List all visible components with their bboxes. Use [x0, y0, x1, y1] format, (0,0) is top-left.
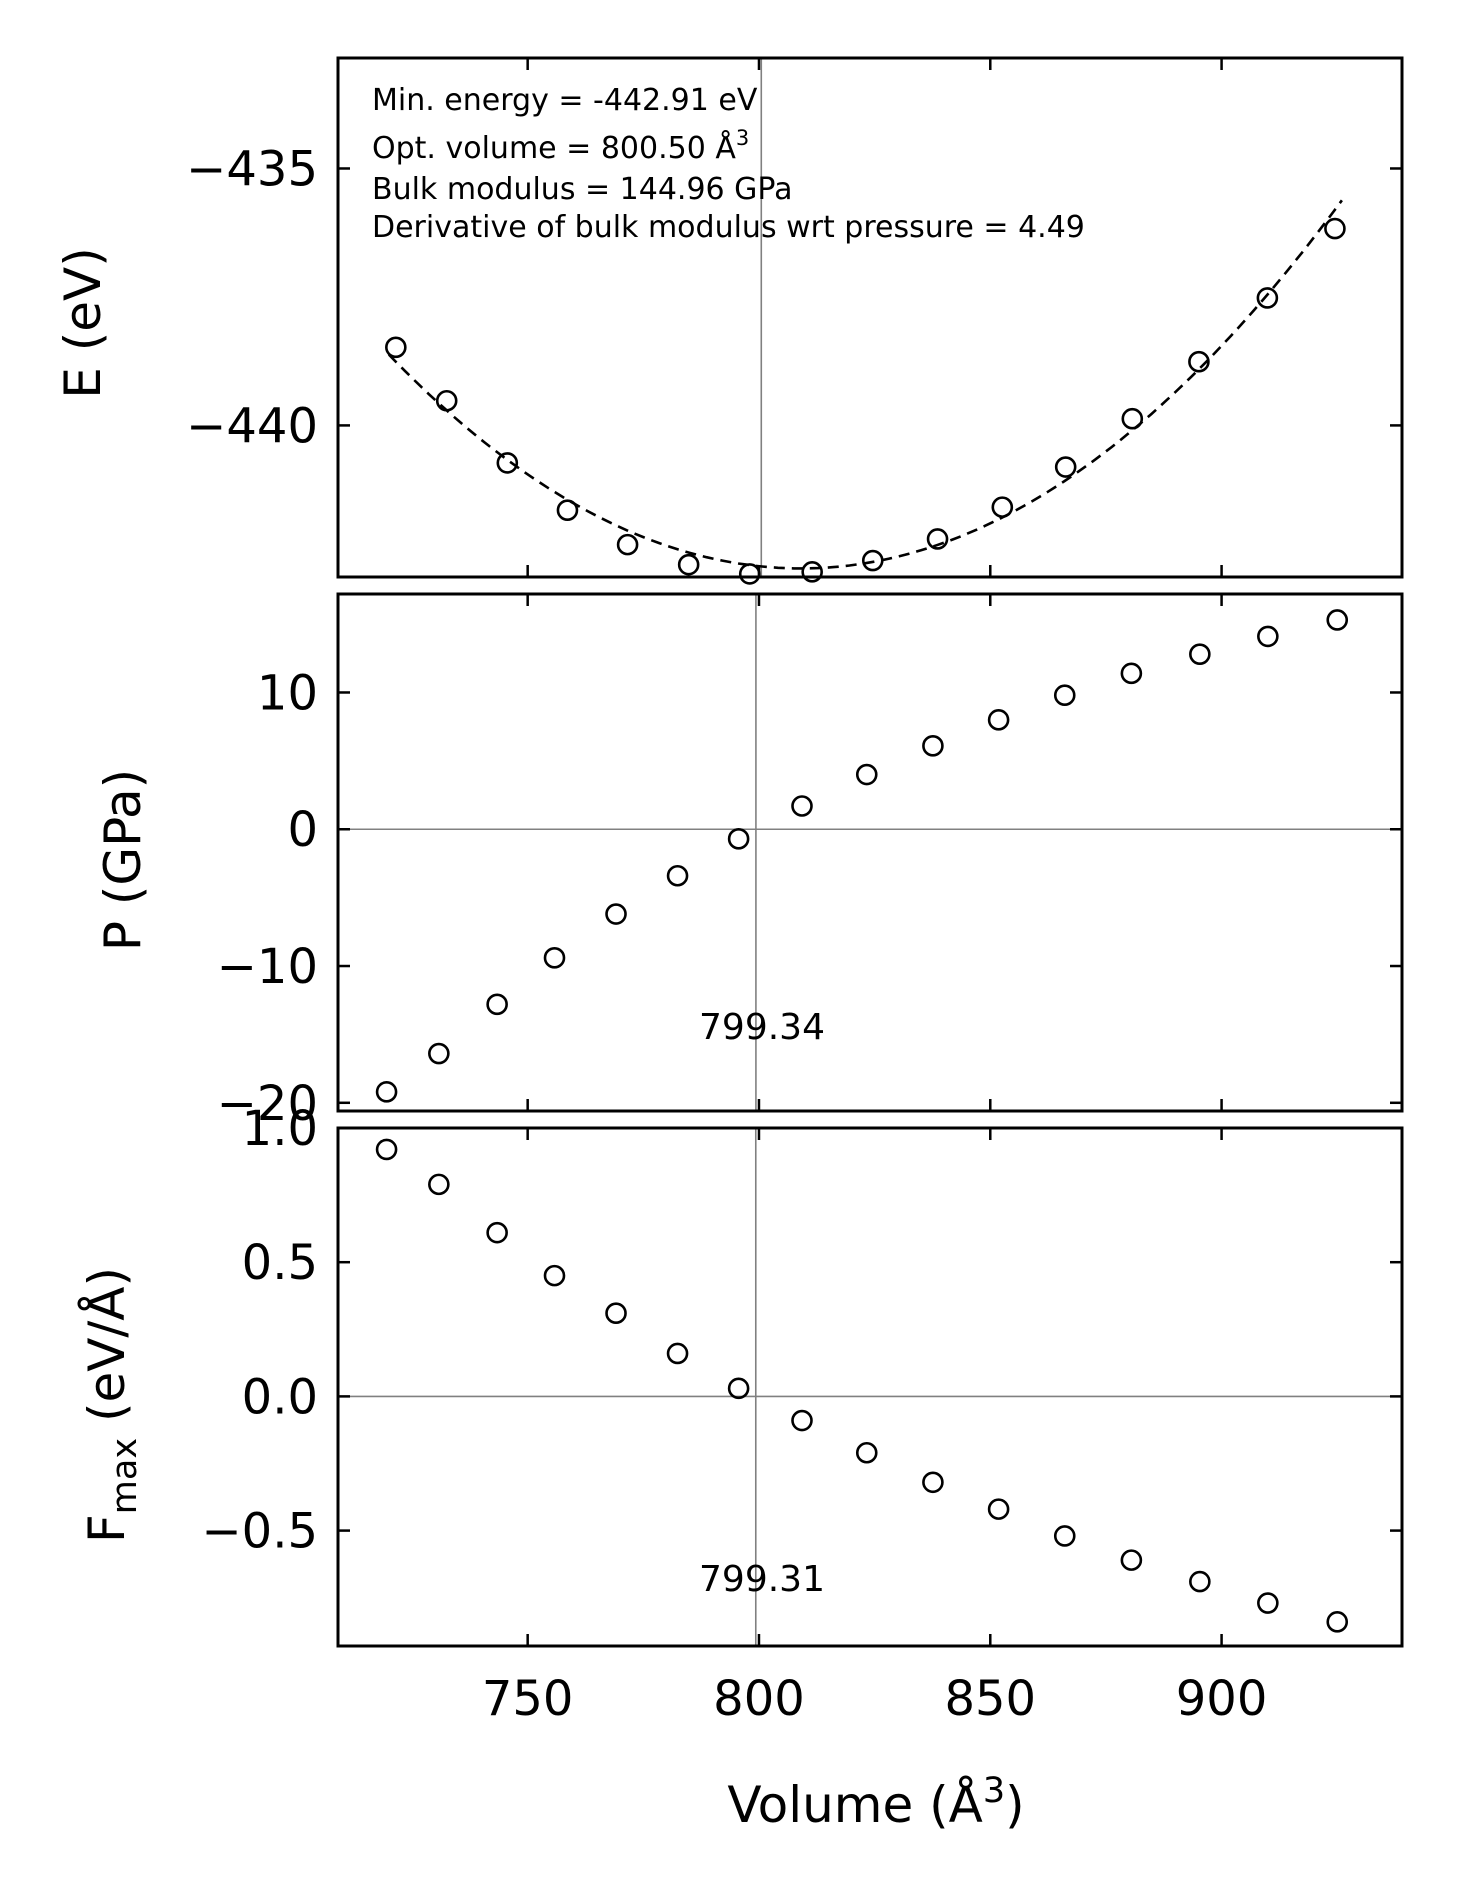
pressure-point: [543, 947, 566, 969]
force-point: [428, 1173, 450, 1196]
pressure-point: [486, 993, 508, 1016]
force-zero-crossing-label: 799.31: [699, 1559, 825, 1600]
energy-panel: −435 −440 Min. energy = -442.91 eV Opt. v…: [54, 56, 1404, 585]
pressure-point: [1189, 643, 1211, 665]
force-axes-frame: [336, 1126, 1404, 1648]
energy-point: [556, 499, 579, 521]
y-tick-label: −20: [217, 1076, 318, 1132]
force-point: [1326, 1611, 1349, 1633]
force-y-axis-label: Fmax (eV/Å): [78, 1267, 145, 1543]
force-point: [1053, 1525, 1076, 1547]
energy-ticks: −435 −440: [186, 58, 1402, 577]
y-tick-label: 1.0: [242, 1101, 318, 1157]
force-y-axis-label-main: F: [78, 1514, 136, 1543]
pressure-point: [666, 864, 689, 887]
x-axis-label-superscript: 3: [983, 1771, 1005, 1811]
pressure-points: [375, 609, 1349, 1103]
force-point: [486, 1221, 508, 1244]
energy-y-axis-label: E (eV): [54, 247, 112, 398]
energy-points: [385, 217, 1346, 585]
energy-point: [496, 452, 519, 474]
pressure-point: [855, 763, 878, 786]
pressure-point: [922, 735, 944, 757]
force-point: [922, 1471, 944, 1494]
pressure-point: [428, 1042, 450, 1065]
force-point: [1120, 1549, 1143, 1571]
energy-point: [1256, 287, 1279, 309]
pressure-point: [791, 795, 813, 817]
force-point: [791, 1409, 813, 1432]
annotation-min-energy: Min. energy = -442.91 eV: [372, 83, 758, 118]
force-points: [375, 1138, 1349, 1633]
force-ticks: 1.0 0.5 0.0 −0.5 750 800 850 900: [201, 1101, 1402, 1727]
force-point: [987, 1498, 1010, 1520]
pressure-point: [1326, 609, 1349, 631]
annotation-opt-volume: Opt. volume = 800.50 Å3: [372, 126, 749, 166]
pressure-point: [1120, 662, 1143, 685]
pressure-axes-frame: [336, 592, 1404, 1113]
energy-point: [677, 553, 700, 576]
pressure-point: [1053, 684, 1076, 707]
annotation-bulk-modulus-derivative: Derivative of bulk modulus wrt pressure …: [372, 210, 1085, 245]
x-tick-label: 850: [944, 1671, 1036, 1727]
energy-point: [1121, 407, 1144, 430]
force-point: [855, 1441, 878, 1464]
annotation-opt-volume-text: Opt. volume = 800.50 Å: [372, 130, 736, 166]
pressure-point: [605, 903, 627, 925]
energy-point: [435, 389, 458, 412]
force-point: [543, 1264, 566, 1287]
pressure-point: [1257, 625, 1279, 648]
y-tick-label: 0.0: [242, 1369, 318, 1425]
y-tick-label: 10: [257, 665, 318, 721]
x-axis-label-end: ): [1005, 1776, 1025, 1834]
x-axis-label-main: Volume (Å: [727, 1776, 983, 1834]
force-point: [1257, 1592, 1279, 1614]
energy-point: [861, 549, 884, 572]
y-tick-label: −10: [217, 939, 318, 995]
energy-point: [385, 336, 407, 359]
force-panel: 1.0 0.5 0.0 −0.5 750 800 850 900 799.31 Fmax (e…: [78, 1101, 1404, 1727]
energy-point: [926, 528, 949, 550]
force-point: [605, 1302, 627, 1324]
force-y-axis-label-subscript: max: [105, 1438, 145, 1514]
energy-axes-frame: [336, 56, 1404, 579]
pressure-point: [375, 1081, 398, 1103]
energy-point: [1054, 456, 1077, 478]
pressure-y-axis-label: P (GPa): [94, 769, 152, 951]
force-point: [727, 1377, 750, 1400]
force-point: [1189, 1570, 1211, 1593]
y-tick-label: 0: [287, 802, 318, 858]
energy-point: [1324, 217, 1346, 240]
pressure-ticks: 10 0 −10 −20: [217, 594, 1402, 1132]
x-tick-label: 900: [1176, 1671, 1268, 1727]
annotation-bulk-modulus: Bulk modulus = 144.96 GPa: [372, 172, 793, 207]
energy-point: [1188, 350, 1210, 373]
y-tick-label: 0.5: [242, 1235, 318, 1291]
x-tick-label: 800: [713, 1671, 805, 1727]
x-axis-label: Volume (Å3): [727, 1771, 1024, 1834]
energy-point: [801, 561, 823, 583]
pressure-zero-crossing-label: 799.34: [699, 1007, 825, 1048]
energy-point: [991, 496, 1014, 518]
y-tick-label: −435: [186, 141, 318, 197]
energy-fit-curve: [387, 199, 1343, 570]
pressure-point: [727, 828, 750, 850]
pressure-panel: 10 0 −10 −20 799.34 P (GPa): [94, 592, 1404, 1132]
x-tick-label: 750: [482, 1671, 574, 1727]
force-point: [666, 1342, 689, 1365]
force-y-axis-label-units: (eV/Å): [78, 1267, 136, 1438]
y-tick-label: −0.5: [201, 1504, 318, 1560]
annotation-opt-volume-superscript: 3: [736, 126, 749, 150]
pressure-point: [987, 709, 1010, 731]
y-tick-label: −440: [186, 398, 318, 454]
energy-point: [616, 533, 639, 556]
force-point: [375, 1138, 398, 1161]
energy-point: [738, 563, 761, 585]
energy-annotations: Min. energy = -442.91 eV Opt. volume = 8…: [372, 83, 1085, 245]
